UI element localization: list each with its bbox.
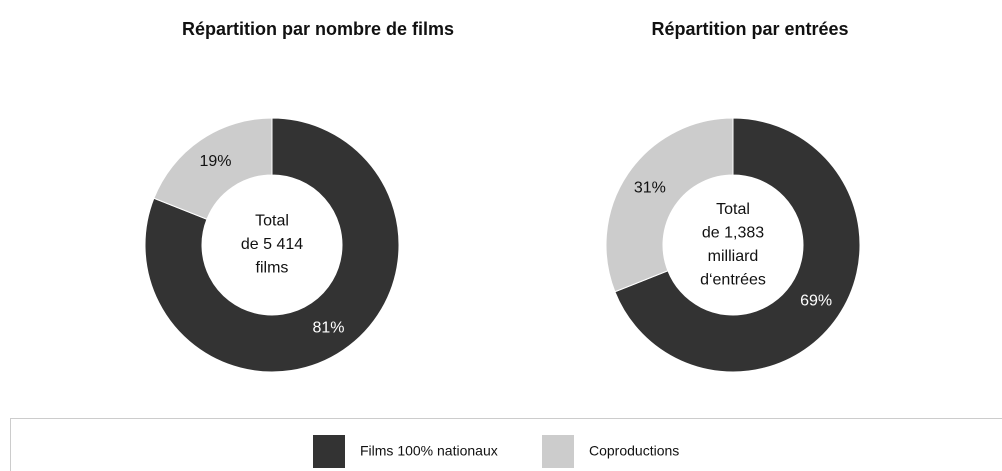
chart-title: Répartition par nombre de films	[182, 19, 454, 39]
center-label: de 1,383	[702, 224, 764, 241]
slice	[144, 117, 400, 373]
center-label: milliard	[708, 248, 759, 265]
value-label: 69%	[800, 293, 832, 310]
legend-label: Coproductions	[589, 443, 679, 459]
center-label: Total	[716, 201, 750, 218]
center-label: d‘entrées	[700, 271, 766, 288]
slice	[605, 117, 734, 293]
legend-swatch	[542, 435, 574, 468]
value-label: 19%	[199, 153, 231, 170]
slice	[614, 117, 861, 373]
value-label: 31%	[634, 180, 666, 197]
center-label: films	[256, 260, 289, 277]
legend-box	[10, 418, 1002, 471]
value-label: 81%	[312, 319, 344, 336]
center-label: Total	[255, 213, 289, 230]
slice	[153, 117, 273, 220]
chart-title: Répartition par entrées	[651, 19, 848, 39]
legend-swatch	[313, 435, 345, 468]
legend-label: Films 100% nationaux	[360, 443, 498, 459]
center-label: de 5 414	[241, 236, 303, 253]
